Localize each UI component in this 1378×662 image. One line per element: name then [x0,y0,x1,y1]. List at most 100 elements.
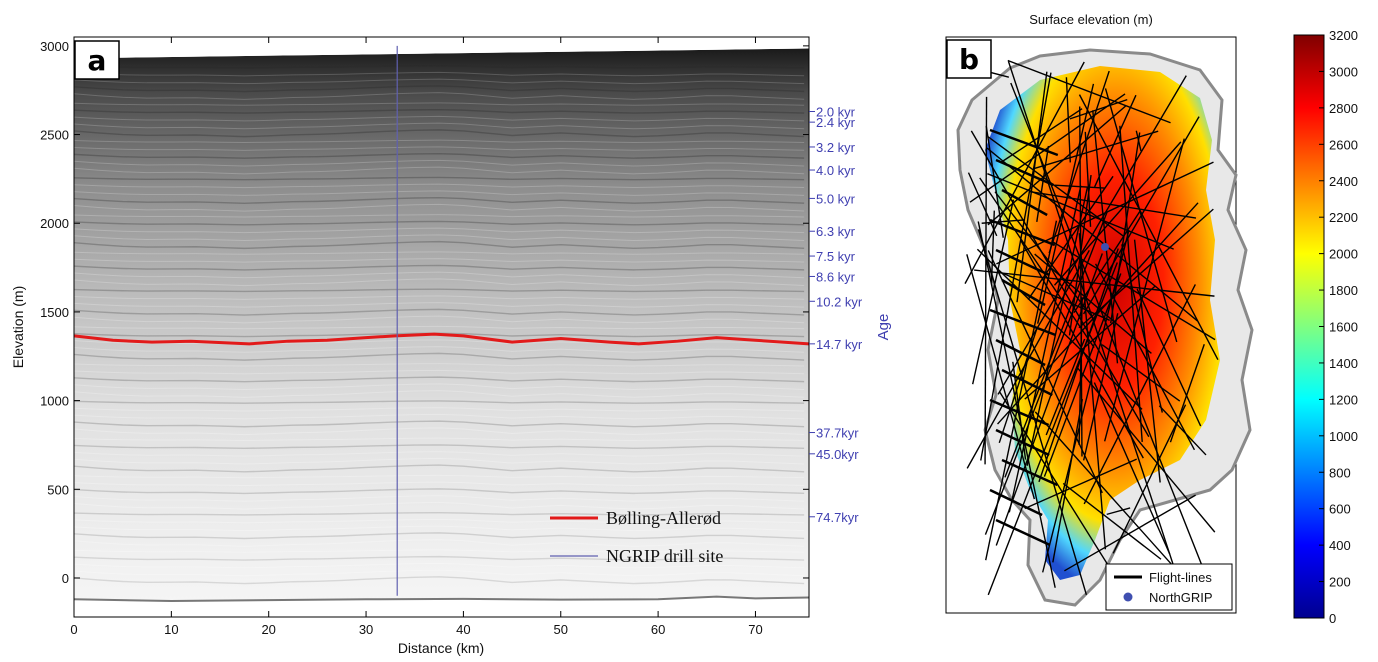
flight-line [989,488,1043,517]
legend-label-flight-lines: Flight-lines [1149,570,1212,585]
flight-line [1038,248,1119,483]
legend-label-ngrip: NGRIP drill site [606,546,723,566]
colorbar-tick-label: 200 [1329,575,1351,590]
flight-line [1158,405,1207,456]
radar-layer [74,339,805,345]
flight-lines [964,59,1219,598]
colorbar-tick-label: 1200 [1329,392,1358,407]
flight-line [989,128,1059,157]
y-tick-label: 500 [47,482,69,497]
radar-layer [74,302,805,308]
age-label: 2.4 kyr [816,115,856,130]
radar-layer [74,214,805,218]
flight-line [1052,399,1084,563]
radar-layer [74,258,805,263]
x-tick-label: 60 [651,622,665,637]
x-tick-label: 70 [748,622,762,637]
flight-line [984,96,988,465]
flight-line [1029,190,1197,219]
age-label: 10.2 kyr [816,294,863,309]
axis-ticks-a: 0 10 20 30 40 50 60 70 0 500 1000 1500 2000 2500 3000 [40,37,809,637]
flight-line [967,172,998,237]
y-tick-label: 2500 [40,128,69,143]
radar-layer [74,108,805,114]
age-label: 8.6 kyr [816,269,856,284]
radar-layer [74,437,805,441]
flight-line [1104,88,1178,343]
flight-line [1092,110,1119,364]
flight-line [1007,61,1185,598]
flight-line [1078,208,1214,329]
flight-line [987,105,1127,226]
colorbar-tick-label: 2600 [1329,137,1358,152]
flight-line [1001,278,1046,307]
radar-layer [74,190,805,196]
flight-line [969,93,1126,203]
radar-layer [74,363,805,367]
legend-label-northgrip: NorthGRIP [1149,590,1213,605]
flight-line [1093,382,1171,555]
flight-line [1064,494,1196,572]
y-tick-label: 2000 [40,216,69,231]
flight-line [1082,313,1119,461]
flight-line [1007,59,1171,124]
radar-layer [74,376,805,383]
radar-layer [74,295,805,300]
radar-layer [74,220,805,226]
flight-line [1169,344,1205,443]
x-axis-label-a: Distance (km) [398,640,484,656]
age-label: 14.7 kyr [816,337,863,352]
radar-layer [74,92,805,100]
radar-layer [74,383,805,391]
legend-swatch-northgrip [1123,592,1133,602]
x-tick-label: 30 [359,622,373,637]
colorbar-tick-label: 3200 [1329,28,1358,43]
x-tick-label: 40 [456,622,470,637]
age-label: 2.0 kyr [816,104,856,119]
radar-layer [74,122,805,130]
panel-letter-a: a [88,44,107,77]
radar-layer [74,146,805,151]
flight-line [966,249,1090,469]
flight-line [1078,94,1219,360]
radar-layer [74,288,805,293]
radar-layer [74,495,805,502]
radar-panel-a: 0 10 20 30 40 50 60 70050010001500200025003000 … [10,36,892,656]
flight-line [966,254,1036,500]
colorbar-tick-label: 3000 [1329,64,1358,79]
flight-line [1062,482,1162,560]
radar-layer [74,576,805,585]
colorbar-tick-label: 600 [1329,502,1351,517]
radar-layer [74,85,805,93]
colorbar-tick-label: 2200 [1329,210,1358,225]
radar-layer [74,457,805,465]
y-axis-label-a: Elevation (m) [10,286,26,368]
flight-line [997,75,1187,395]
flight-line [1078,233,1107,550]
radar-layer [74,325,805,330]
radar-layer [74,427,805,436]
radar-layer [74,451,805,457]
radar-layer [74,159,805,167]
radar-layer [74,481,805,487]
flight-line [1037,83,1095,324]
map-panel-b: Surface elevation (m) b Flight-lines Nor… [945,12,1358,626]
flight-line [997,202,1199,425]
below-bedrock-area [74,596,809,617]
flight-line [995,158,1054,187]
flight-line [1001,188,1048,217]
flight-line [1045,338,1086,436]
radar-layer [74,102,805,106]
x-tick-label: 0 [70,622,77,637]
radar-layer [74,240,805,250]
radar-layer [74,352,805,361]
radar-layer [74,183,805,189]
radar-layer [74,152,805,159]
radar-layer [74,407,805,412]
colorbar-tick-label: 800 [1329,465,1351,480]
radar-layer [74,488,805,495]
flight-line [981,219,1025,224]
flight-line [1027,175,1114,300]
panel-letter-box-b [946,39,992,79]
